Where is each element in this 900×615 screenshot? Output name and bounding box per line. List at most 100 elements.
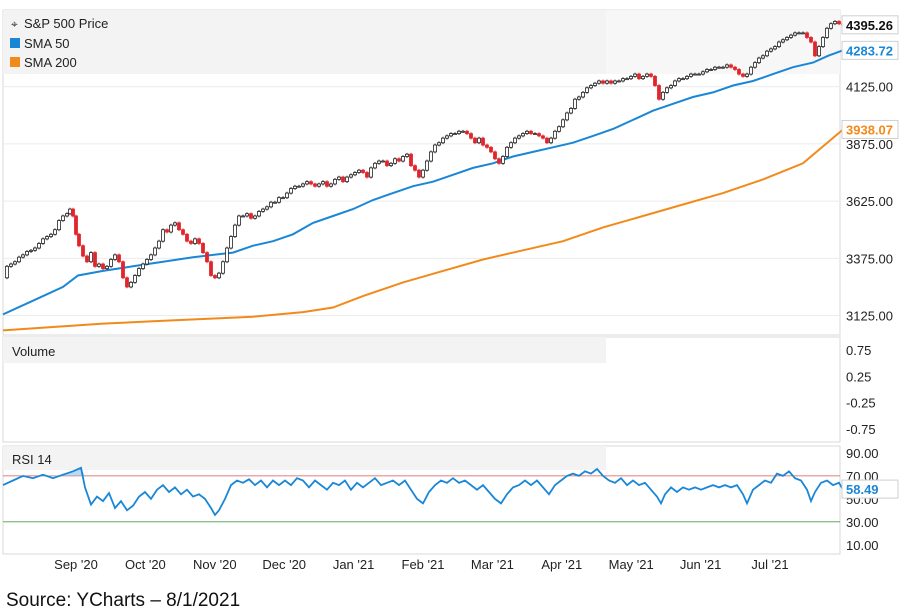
price-candle-body: [761, 55, 765, 59]
price-candle-body: [209, 261, 213, 276]
price-candle-body: [809, 37, 813, 43]
price-candle-body: [385, 160, 389, 167]
rsi-y-tick-label: 90.00: [846, 446, 879, 461]
price-candle-body: [605, 80, 609, 84]
volume-y-axis: 0.75 0.25 -0.25 -0.75: [846, 343, 876, 437]
price-candle-body: [89, 252, 93, 263]
price-candle-body: [613, 80, 617, 84]
price-legend: ⌖ S&P 500 Price SMA 50 SMA 200: [10, 16, 108, 70]
price-lines: [2, 20, 845, 332]
price-candle-body: [545, 137, 549, 144]
price-candle-body: [237, 215, 241, 226]
volume-y-tick-label: -0.75: [846, 422, 876, 437]
price-candle-body: [5, 265, 9, 279]
legend-sma200-label: SMA 200: [24, 55, 77, 70]
price-candle-body: [61, 215, 65, 221]
price-candle-body: [529, 130, 533, 134]
price-candle-body: [137, 268, 141, 276]
price-candle-body: [709, 69, 713, 71]
price-candle-body: [693, 73, 697, 76]
price-candle-body: [441, 137, 445, 144]
price-candle-body: [609, 80, 613, 84]
price-candle-body: [101, 263, 105, 270]
price-candle-body: [685, 75, 689, 80]
price-candle-body: [77, 233, 81, 247]
price-candle-body: [37, 243, 41, 249]
x-tick-label: Jul '21: [751, 557, 788, 572]
price-candle-body: [481, 137, 485, 146]
price-y-tick-label: 3125.00: [846, 309, 893, 324]
price-candle-body: [505, 146, 509, 157]
price-candle-body: [537, 133, 541, 137]
price-candle-body: [81, 245, 85, 257]
price-candle-body: [825, 27, 829, 38]
price-candle-body: [765, 50, 769, 57]
sma50-last-value-box: [841, 40, 899, 60]
price-candle-body: [601, 80, 605, 84]
price-y-axis: 4125.00 3875.00 3625.00 3375.00 3125.00: [846, 80, 893, 324]
price-candle-body: [677, 78, 681, 82]
rsi-title: RSI 14: [12, 452, 52, 467]
price-candle-body: [469, 133, 473, 139]
price-candle-body: [557, 126, 561, 132]
price-candle-body: [217, 272, 221, 279]
price-candle-body: [129, 281, 133, 288]
price-candle-body: [665, 87, 669, 93]
price-candle-body: [409, 153, 413, 167]
price-candle-body: [641, 75, 645, 80]
x-axis: Sep '20 Oct '20 Nov '20 Dec '20 Jan '21 Feb '…: [54, 557, 788, 572]
price-legend-shade: [3, 10, 606, 74]
price-candle-body: [805, 32, 809, 38]
price-candle-body: [241, 215, 245, 218]
price-candle-body: [673, 80, 677, 86]
price-candle-body: [549, 137, 553, 144]
price-candle-body: [97, 263, 101, 267]
x-tick-label: Nov '20: [193, 557, 237, 572]
price-candle-body: [497, 158, 501, 164]
price-candle-body: [741, 73, 745, 77]
price-candle-body: [629, 75, 633, 80]
price-candle-body: [689, 73, 693, 77]
price-last-value: 4395.26: [846, 18, 893, 33]
price-candle-body: [329, 183, 333, 187]
price-candle-body: [577, 96, 581, 100]
price-candle-body: [185, 233, 189, 242]
rsi-y-tick-label: 10.00: [846, 538, 879, 553]
price-y-tick-label: 3625.00: [846, 194, 893, 209]
volume-y-tick-label: -0.25: [846, 396, 876, 411]
price-candle-body: [421, 169, 425, 178]
price-legend-shade-right: [606, 10, 840, 74]
rsi-y-tick-label: 30.00: [846, 515, 879, 530]
price-candle-body: [753, 62, 757, 68]
price-candle-body: [433, 144, 437, 153]
price-candle-body: [525, 130, 529, 134]
price-candle-body: [17, 256, 21, 263]
price-candle-body: [797, 32, 801, 35]
price-candle-body: [377, 160, 381, 164]
price-candle-body: [817, 46, 821, 57]
price-candle-body: [533, 133, 537, 135]
price-last-value-tags: 4395.26 4283.72 3938.07: [841, 15, 899, 139]
sma50-line: [2, 49, 844, 316]
price-candle-body: [153, 247, 157, 256]
price-candle-body: [369, 167, 373, 178]
price-candle-body: [313, 183, 317, 187]
price-candle-body: [521, 133, 525, 137]
volume-y-tick-label: 0.75: [846, 343, 871, 358]
price-candle-body: [437, 142, 441, 146]
price-candle-body: [293, 185, 297, 189]
price-candle-body: [553, 130, 557, 139]
price-candle-body: [233, 224, 237, 237]
price-candle-body: [449, 133, 453, 137]
volume-y-tick-label: 0.25: [846, 369, 871, 384]
price-candle-body: [681, 78, 685, 81]
legend-price-label: S&P 500 Price: [24, 16, 108, 31]
price-candle-body: [717, 66, 721, 69]
price-candle-body: [249, 213, 253, 219]
price-candle-body: [197, 238, 201, 244]
price-candle-body: [29, 249, 33, 252]
price-candle-body: [829, 23, 833, 29]
price-y-tick-label: 3375.00: [846, 251, 893, 266]
price-candle-body: [45, 236, 49, 240]
price-candle-body: [445, 135, 449, 139]
